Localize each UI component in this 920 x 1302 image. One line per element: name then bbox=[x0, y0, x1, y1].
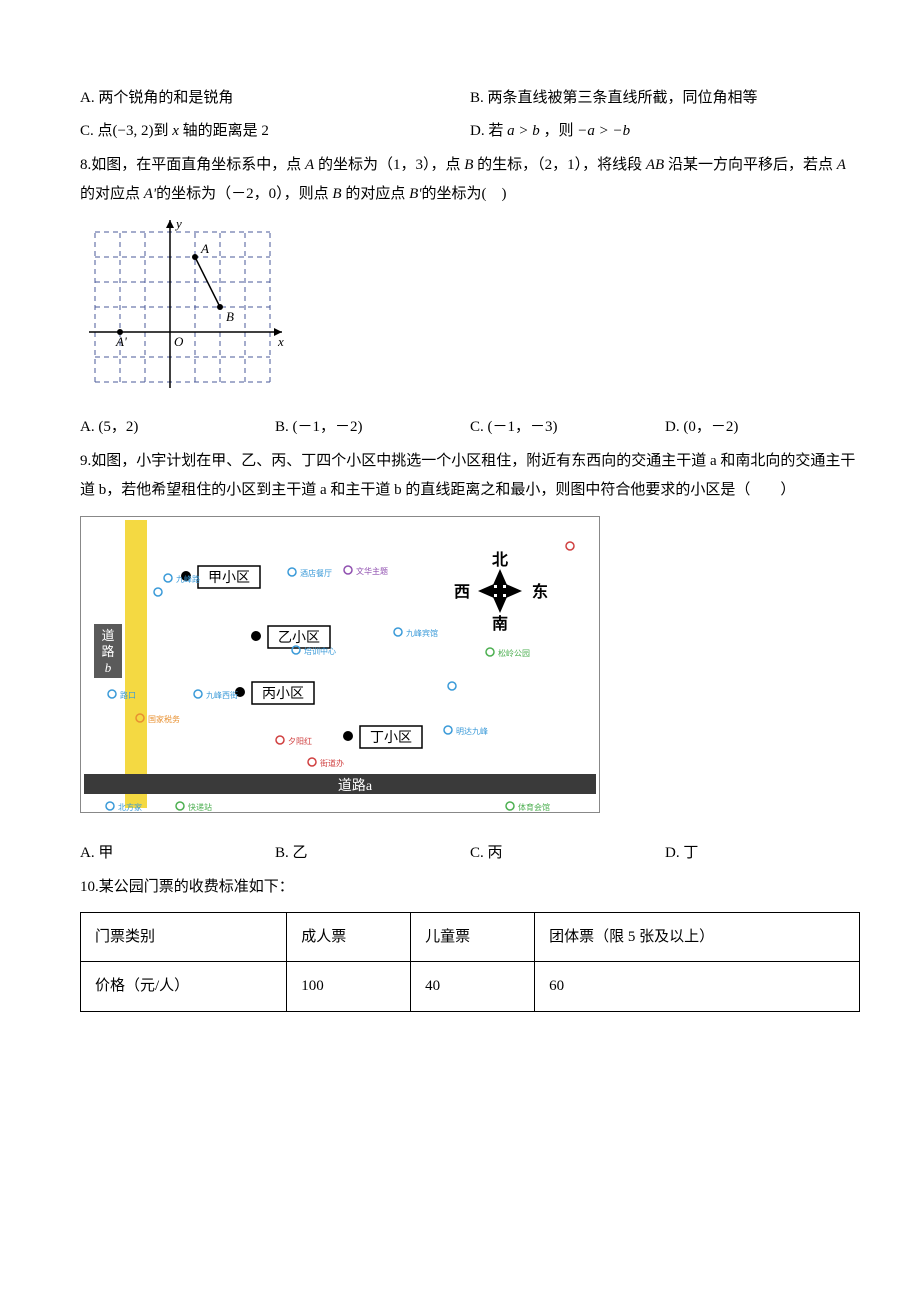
q7-option-c: C. 点(−3, 2)到 x 轴的距离是 2 bbox=[80, 117, 470, 146]
svg-text:O: O bbox=[174, 334, 184, 349]
map-svg: 道路b 道路a 北南 东 西 甲小区乙小区丙小区丁小区 九峰路 酒店餐厅 文华主题九峰宾馆路口 九… bbox=[80, 516, 600, 816]
q8-Ap: A' bbox=[144, 186, 156, 202]
svg-text:快递站: 快递站 bbox=[188, 802, 212, 812]
q8-t5: 的对应点 bbox=[80, 186, 144, 202]
table-header-row: 门票类别 成人票 儿童票 团体票（限 5 张及以上） bbox=[81, 912, 860, 962]
q9-option-a: A. 甲 bbox=[80, 839, 275, 868]
q7d-math2: −a > −b bbox=[577, 123, 630, 139]
q9-option-c: C. 丙 bbox=[470, 839, 665, 868]
td-group-price: 60 bbox=[535, 962, 860, 1012]
td-adult-price: 100 bbox=[287, 962, 411, 1012]
q9-text: 9.如图，小宇计划在甲、乙、丙、丁四个小区中挑选一个小区租住，附近有东西向的交通… bbox=[80, 447, 860, 504]
q7-option-b: B. 两条直线被第三条直线所截，同位角相等 bbox=[470, 84, 860, 113]
price-table: 门票类别 成人票 儿童票 团体票（限 5 张及以上） 价格（元/人） 100 4… bbox=[80, 912, 860, 1012]
svg-text:夕阳红: 夕阳红 bbox=[288, 736, 312, 746]
q9-figure: 道路b 道路a 北南 东 西 甲小区乙小区丙小区丁小区 九峰路 酒店餐厅 文华主题九峰宾馆路口 九… bbox=[80, 516, 860, 827]
svg-text:道路a: 道路a bbox=[338, 778, 373, 794]
q8-t6: 的坐标为（－2，0），则点 bbox=[156, 186, 332, 202]
q7c-var: x bbox=[172, 123, 179, 139]
th-adult: 成人票 bbox=[287, 912, 411, 962]
q8-figure: x y O A B A' bbox=[80, 220, 860, 401]
svg-text:甲小区: 甲小区 bbox=[208, 570, 250, 586]
table-row: 价格（元/人） 100 40 60 bbox=[81, 962, 860, 1012]
q8-Bp: B' bbox=[409, 186, 421, 202]
svg-text:路: 路 bbox=[101, 644, 114, 659]
q9-options: A. 甲 B. 乙 C. 丙 D. 丁 bbox=[80, 839, 860, 868]
svg-text:A': A' bbox=[115, 334, 127, 349]
svg-text:国家税务: 国家税务 bbox=[148, 714, 180, 724]
svg-text:路口: 路口 bbox=[120, 690, 136, 700]
q8-option-b: B. (－1，－2) bbox=[275, 413, 470, 442]
q8-B2: B bbox=[332, 186, 341, 202]
svg-text:丙小区: 丙小区 bbox=[262, 686, 304, 702]
svg-text:九峰西街: 九峰西街 bbox=[206, 690, 238, 700]
th-category: 门票类别 bbox=[81, 912, 287, 962]
q8-option-d: D. (0，－2) bbox=[665, 413, 860, 442]
q7c-suffix: 轴的距离是 2 bbox=[183, 123, 269, 139]
svg-text:B: B bbox=[226, 309, 234, 324]
svg-text:松岭公园: 松岭公园 bbox=[498, 648, 530, 658]
svg-text:酒店餐厅: 酒店餐厅 bbox=[300, 568, 332, 578]
q8-t1: 8.如图，在平面直角坐标系中，点 bbox=[80, 157, 305, 173]
q8-t3: 的生标，（2，1），将线段 bbox=[473, 157, 646, 173]
q7-option-a: A. 两个锐角的和是锐角 bbox=[80, 84, 470, 113]
th-group: 团体票（限 5 张及以上） bbox=[535, 912, 860, 962]
q8-option-c: C. (－1，－3) bbox=[470, 413, 665, 442]
q9-option-b: B. 乙 bbox=[275, 839, 470, 868]
svg-text:北: 北 bbox=[492, 551, 508, 569]
svg-text:x: x bbox=[277, 334, 284, 349]
q7c-math: (−3, 2) bbox=[113, 123, 154, 139]
svg-text:道: 道 bbox=[101, 628, 114, 643]
svg-text:丁小区: 丁小区 bbox=[370, 730, 412, 746]
q8-t8: 的坐标为( ) bbox=[421, 186, 506, 202]
q7c-mid: 到 bbox=[153, 123, 168, 139]
q8-text: 8.如图，在平面直角坐标系中，点 A 的坐标为（1，3），点 B 的生标，（2，… bbox=[80, 151, 860, 208]
q7-options-row2: C. 点(−3, 2)到 x 轴的距离是 2 D. 若 a > b ，则 −a … bbox=[80, 117, 860, 146]
svg-text:西: 西 bbox=[454, 583, 470, 601]
td-child-price: 40 bbox=[411, 962, 535, 1012]
q7c-prefix: C. 点 bbox=[80, 123, 113, 139]
svg-text:体育会馆: 体育会馆 bbox=[518, 802, 550, 812]
svg-text:九峰路: 九峰路 bbox=[176, 574, 200, 584]
q7d-prefix: D. 若 bbox=[470, 123, 503, 139]
q7d-mid: ，则 bbox=[543, 123, 573, 139]
q8-options: A. (5，2) B. (－1，－2) C. (－1，－3) D. (0，－2) bbox=[80, 413, 860, 442]
svg-text:培训中心: 培训中心 bbox=[304, 646, 336, 656]
th-child: 儿童票 bbox=[411, 912, 535, 962]
svg-text:南: 南 bbox=[492, 614, 508, 633]
svg-text:b: b bbox=[105, 660, 112, 675]
q8-t7: 的对应点 bbox=[342, 186, 410, 202]
svg-text:东: 东 bbox=[532, 582, 548, 601]
q10-text: 10.某公园门票的收费标准如下： bbox=[80, 873, 860, 902]
svg-text:九峰宾馆: 九峰宾馆 bbox=[406, 628, 438, 638]
q8-t2: 的坐标为（1，3），点 bbox=[314, 157, 464, 173]
q8-A: A bbox=[305, 157, 314, 173]
q8-AB: AB bbox=[646, 157, 664, 173]
svg-text:文华主题: 文华主题 bbox=[356, 566, 388, 576]
coordinate-grid-svg: x y O A B A' bbox=[80, 220, 300, 390]
q7-option-d: D. 若 a > b ，则 −a > −b bbox=[470, 117, 860, 146]
q7d-math1: a > b bbox=[507, 123, 540, 139]
q8-B: B bbox=[464, 157, 473, 173]
svg-text:北方家: 北方家 bbox=[118, 802, 142, 812]
td-label: 价格（元/人） bbox=[81, 962, 287, 1012]
q8-t4: 沿某一方向平移后，若点 bbox=[664, 157, 837, 173]
svg-text:街道办: 街道办 bbox=[320, 758, 344, 768]
svg-text:A: A bbox=[200, 241, 209, 256]
q8-A2: A bbox=[837, 157, 846, 173]
q9-option-d: D. 丁 bbox=[665, 839, 860, 868]
svg-text:乙小区: 乙小区 bbox=[278, 630, 320, 646]
q7-options-row1: A. 两个锐角的和是锐角 B. 两条直线被第三条直线所截，同位角相等 bbox=[80, 84, 860, 113]
svg-text:y: y bbox=[174, 220, 182, 231]
svg-text:明达九峰: 明达九峰 bbox=[456, 726, 488, 736]
q8-option-a: A. (5，2) bbox=[80, 413, 275, 442]
